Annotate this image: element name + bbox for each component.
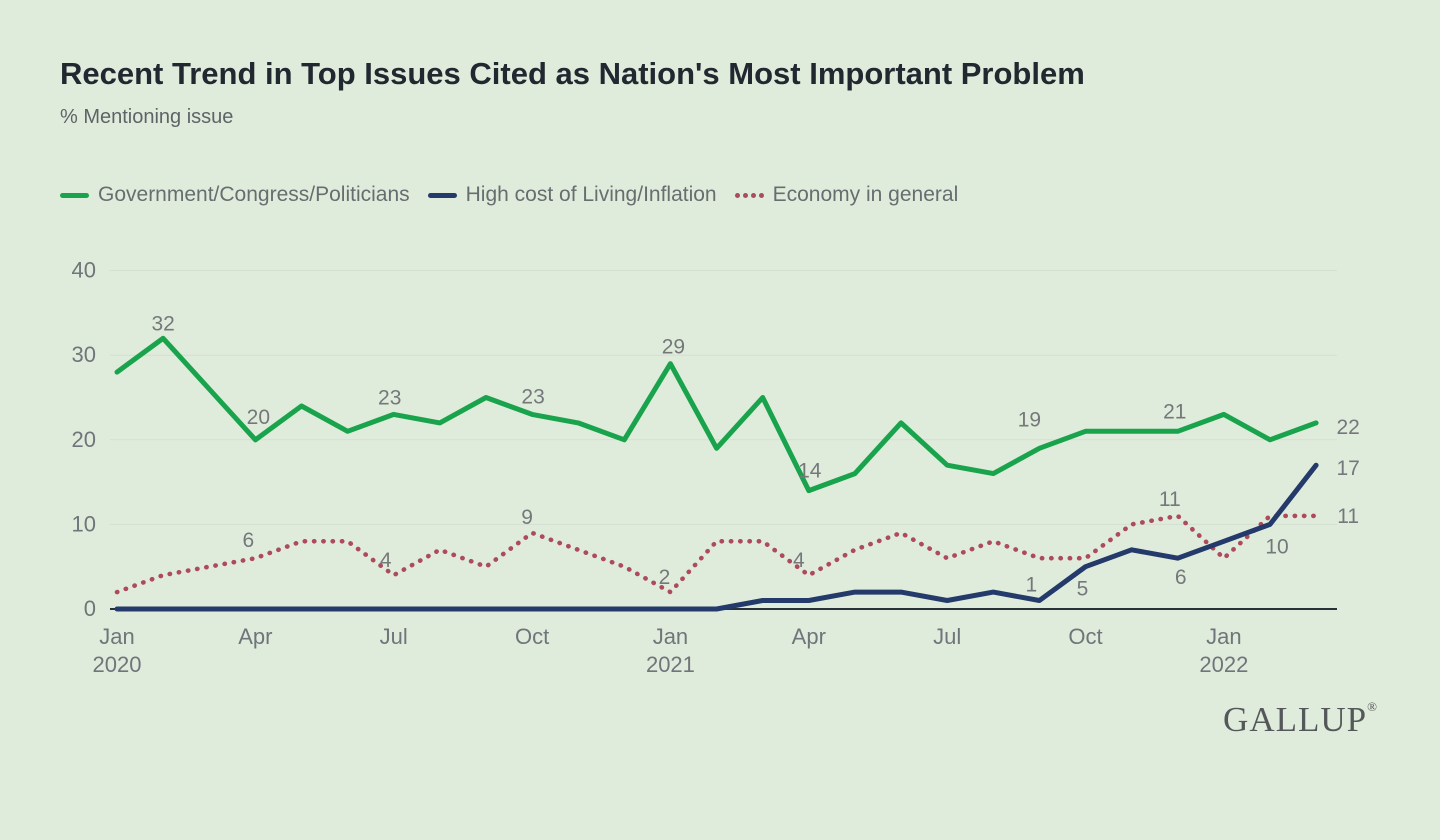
legend-swatch-government bbox=[60, 192, 89, 198]
x-axis-label: Apr bbox=[238, 624, 272, 649]
legend-swatch-economy-dotted bbox=[734, 192, 764, 198]
economy-in-general-line bbox=[114, 513, 1319, 595]
high-cost-of-living-inflation-value-label: 10 bbox=[1265, 535, 1288, 558]
economy-in-general-value-label: 4 bbox=[380, 549, 392, 572]
economy-in-general-value-label: 4 bbox=[793, 549, 805, 572]
x-axis-label: Jan bbox=[99, 624, 134, 649]
economy-in-general-value-label: 11 bbox=[1159, 488, 1181, 511]
y-axis-label: 40 bbox=[72, 258, 96, 283]
legend-label-inflation: High cost of Living/Inflation bbox=[465, 183, 717, 206]
government-congress-politicians-value-label: 14 bbox=[798, 460, 822, 483]
government-congress-politicians-value-label: 29 bbox=[662, 336, 685, 359]
economy-in-general-value-label: 9 bbox=[521, 506, 533, 529]
chart-title: Recent Trend in Top Issues Cited as Nati… bbox=[60, 56, 1085, 91]
high-cost-of-living-inflation-value-label: 1 bbox=[1026, 574, 1038, 597]
x-axis-year-label: 2022 bbox=[1199, 652, 1248, 677]
high-cost-of-living-inflation-value-label: 6 bbox=[1175, 566, 1187, 589]
y-axis-label: 20 bbox=[72, 427, 96, 452]
government-congress-politicians-value-label: 19 bbox=[1018, 408, 1041, 431]
legend-item-government: Government/Congress/Politicians bbox=[60, 183, 410, 207]
x-axis-label: Oct bbox=[515, 624, 549, 649]
government-congress-politicians-value-label: 21 bbox=[1163, 400, 1186, 423]
x-axis-year-label: 2020 bbox=[93, 652, 142, 677]
x-axis-label: Jul bbox=[380, 624, 408, 649]
high-cost-of-living-inflation-value-label: 17 bbox=[1336, 457, 1359, 480]
y-axis-label: 30 bbox=[72, 342, 96, 367]
gallup-logo-text: GALLUP bbox=[1223, 700, 1368, 739]
x-axis-year-label: 2021 bbox=[646, 652, 695, 677]
y-axis-label: 10 bbox=[72, 511, 96, 536]
gallup-logo: GALLUP® bbox=[1223, 700, 1378, 740]
legend-item-economy: Economy in general bbox=[734, 183, 959, 207]
x-axis-label: Oct bbox=[1068, 624, 1102, 649]
economy-in-general-value-label: 11 bbox=[1337, 505, 1359, 528]
x-axis-label: Jan bbox=[1206, 624, 1241, 649]
registered-trademark-icon: ® bbox=[1367, 699, 1378, 714]
chart-subtitle: % Mentioning issue bbox=[60, 106, 234, 128]
economy-in-general-value-label: 6 bbox=[243, 529, 255, 552]
government-congress-politicians-value-label: 22 bbox=[1336, 416, 1359, 439]
legend-item-inflation: High cost of Living/Inflation bbox=[427, 183, 717, 207]
y-axis-label: 0 bbox=[84, 596, 96, 621]
economy-in-general-value-label: 2 bbox=[659, 566, 671, 589]
x-axis-label: Jul bbox=[933, 624, 961, 649]
legend-swatch-inflation bbox=[427, 192, 457, 198]
high-cost-of-living-inflation-value-label: 5 bbox=[1077, 578, 1089, 601]
high-cost-of-living-inflation-line bbox=[114, 462, 1319, 612]
government-congress-politicians-value-label: 23 bbox=[378, 386, 401, 409]
government-congress-politicians-line bbox=[114, 335, 1319, 494]
x-axis-label: Apr bbox=[792, 624, 826, 649]
government-congress-politicians-value-label: 23 bbox=[521, 385, 544, 408]
legend-label-economy: Economy in general bbox=[772, 183, 959, 206]
government-congress-politicians-value-label: 32 bbox=[151, 312, 174, 335]
government-congress-politicians-value-label: 20 bbox=[247, 406, 270, 429]
legend: Government/Congress/Politicians High cos… bbox=[60, 182, 958, 208]
legend-label-government: Government/Congress/Politicians bbox=[98, 183, 410, 206]
x-axis-label: Jan bbox=[653, 624, 688, 649]
